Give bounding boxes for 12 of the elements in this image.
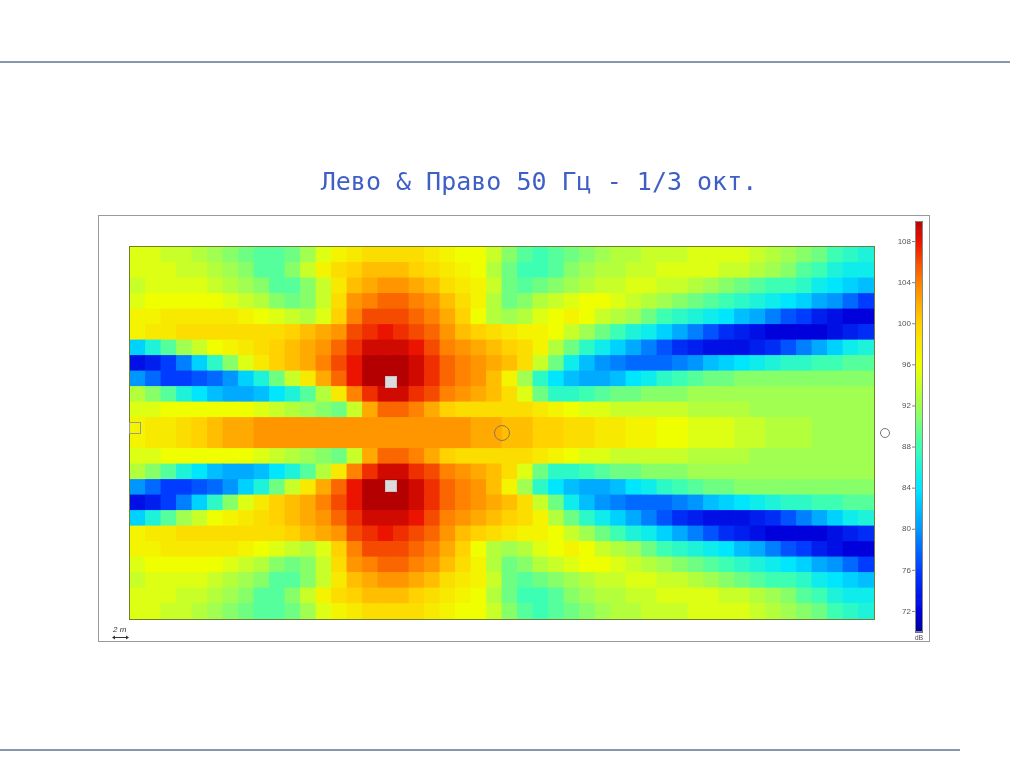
color-bar-label: 88 <box>902 442 912 452</box>
chart-title: Лево & Право 50 Гц - 1/3 окт. <box>319 166 759 198</box>
color-bar-label: 96 <box>902 360 912 370</box>
text: 2 m <box>113 625 127 634</box>
color-bar-label: 108 <box>897 236 912 246</box>
color-bar-label: 80 <box>902 524 912 534</box>
color-bar-label: 72 <box>902 606 912 616</box>
color-bar-label: 100 <box>897 318 912 328</box>
color-bar-label: 92 <box>902 401 912 411</box>
color-bar-label: 104 <box>897 277 912 287</box>
color-bar-label: 76 <box>902 565 912 575</box>
color-bar-label: 84 <box>902 483 912 493</box>
